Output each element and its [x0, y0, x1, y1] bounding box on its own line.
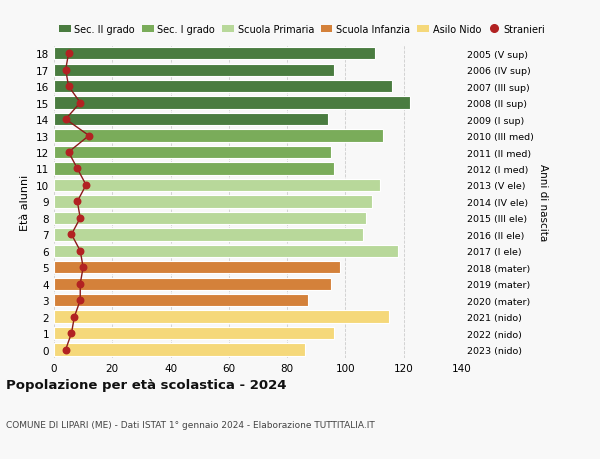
Bar	[54, 212, 366, 224]
Bar	[54, 97, 410, 110]
Bar	[54, 311, 389, 323]
Point	[61, 116, 70, 123]
Point	[64, 83, 73, 90]
Y-axis label: Età alunni: Età alunni	[20, 174, 31, 230]
Point	[64, 149, 73, 157]
Point	[76, 297, 85, 304]
Point	[76, 280, 85, 288]
Bar	[54, 146, 331, 159]
Point	[76, 215, 85, 222]
Point	[76, 100, 85, 107]
Legend: Sec. II grado, Sec. I grado, Scuola Primaria, Scuola Infanzia, Asilo Nido, Stran: Sec. II grado, Sec. I grado, Scuola Prim…	[59, 25, 545, 35]
Point	[79, 264, 88, 271]
Bar	[54, 229, 363, 241]
Point	[73, 198, 82, 206]
Point	[81, 182, 91, 189]
Point	[61, 346, 70, 353]
Bar	[54, 262, 340, 274]
Point	[64, 50, 73, 58]
Bar	[54, 64, 334, 77]
Y-axis label: Anni di nascita: Anni di nascita	[538, 163, 548, 241]
Point	[67, 231, 76, 239]
Point	[67, 330, 76, 337]
Point	[61, 67, 70, 74]
Bar	[54, 245, 398, 257]
Bar	[54, 344, 305, 356]
Bar	[54, 114, 328, 126]
Point	[73, 165, 82, 173]
Bar	[54, 179, 380, 192]
Bar	[54, 294, 308, 307]
Point	[70, 313, 79, 321]
Bar	[54, 278, 331, 290]
Text: COMUNE DI LIPARI (ME) - Dati ISTAT 1° gennaio 2024 - Elaborazione TUTTITALIA.IT: COMUNE DI LIPARI (ME) - Dati ISTAT 1° ge…	[6, 420, 375, 429]
Text: Popolazione per età scolastica - 2024: Popolazione per età scolastica - 2024	[6, 379, 287, 392]
Bar	[54, 130, 383, 142]
Bar	[54, 81, 392, 93]
Bar	[54, 163, 334, 175]
Bar	[54, 48, 374, 60]
Point	[76, 247, 85, 255]
Bar	[54, 196, 371, 208]
Bar	[54, 327, 334, 340]
Point	[84, 133, 94, 140]
